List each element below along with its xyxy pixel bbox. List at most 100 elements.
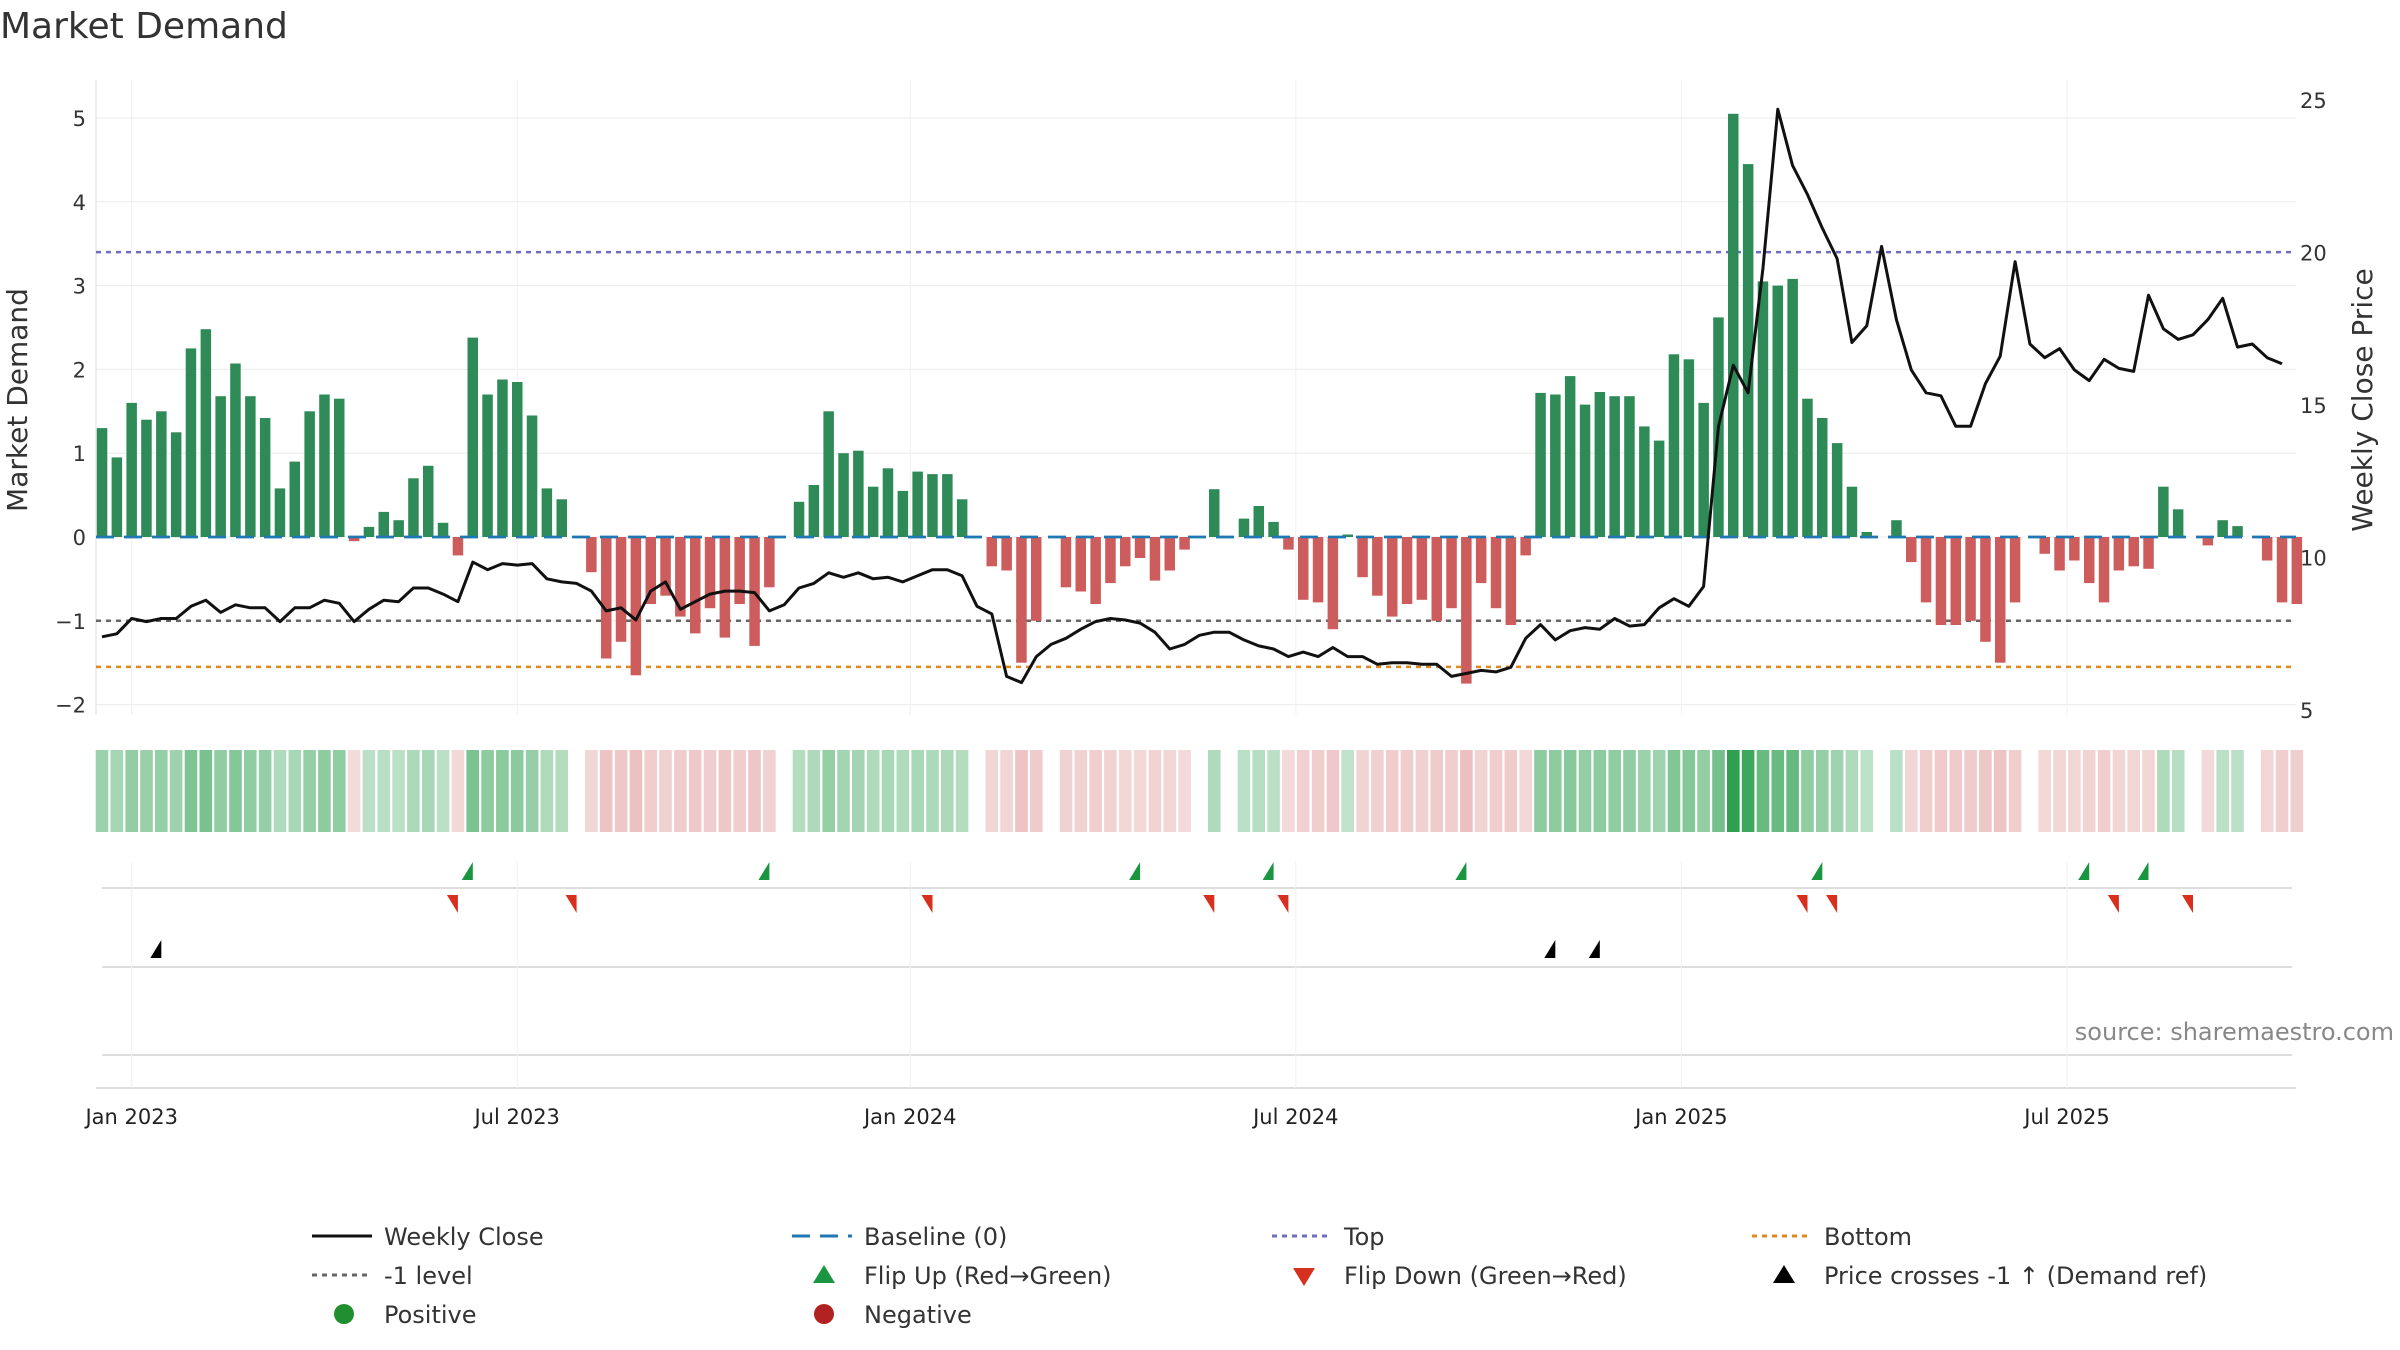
demand-bar bbox=[2232, 526, 2243, 537]
demand-bar bbox=[675, 537, 686, 617]
demand-bar bbox=[690, 537, 701, 634]
x-tick-label: Jul 2024 bbox=[1251, 1105, 1338, 1129]
demand-bar bbox=[526, 415, 538, 537]
demand-bar bbox=[1505, 537, 1517, 625]
strip-cell bbox=[1193, 750, 1206, 832]
strip-cell bbox=[1593, 750, 1607, 832]
strip-cell bbox=[2290, 750, 2304, 832]
demand-bar bbox=[1253, 506, 1264, 537]
strip-cell bbox=[2053, 750, 2066, 832]
strip-cell bbox=[2246, 750, 2259, 832]
demand-bar bbox=[808, 485, 820, 537]
strip-cell bbox=[1667, 750, 1681, 832]
strip-cell bbox=[2024, 750, 2037, 832]
strip-cell bbox=[1578, 750, 1592, 832]
strip-cell bbox=[1015, 750, 1028, 832]
strip-cell bbox=[748, 750, 761, 832]
strip-cell bbox=[585, 750, 598, 832]
left-axis-ticks: 5 4 3 2 1 0 −1 −2 bbox=[55, 107, 86, 718]
demand-bar bbox=[734, 537, 745, 604]
strip-cell bbox=[659, 750, 672, 832]
strip-cell bbox=[1682, 750, 1696, 832]
strip-cell bbox=[214, 750, 227, 832]
legend-label: -1 level bbox=[384, 1262, 473, 1290]
left-tick-label: 4 bbox=[73, 191, 86, 215]
flip-down-marker bbox=[2182, 895, 2194, 913]
demand-bar bbox=[912, 471, 923, 537]
strip-cell bbox=[1816, 750, 1829, 832]
strip-cell bbox=[555, 750, 568, 832]
demand-bar bbox=[1268, 521, 1279, 537]
x-tick-label: Jan 2023 bbox=[83, 1105, 178, 1129]
left-tick-label: 1 bbox=[73, 442, 86, 466]
demand-bar bbox=[1550, 394, 1561, 537]
demand-bar bbox=[1639, 426, 1650, 537]
strip-cell bbox=[941, 750, 954, 832]
strip-cell bbox=[1267, 750, 1280, 832]
strip-cell bbox=[718, 750, 732, 832]
strip-cell bbox=[392, 750, 405, 832]
legend-label: Top bbox=[1343, 1223, 1385, 1251]
demand-bar bbox=[2291, 537, 2303, 604]
strip-cell bbox=[362, 750, 376, 832]
demand-bar bbox=[1475, 537, 1487, 584]
demand-bar bbox=[601, 537, 612, 659]
strip-cell bbox=[1133, 750, 1147, 832]
strip-cell bbox=[110, 750, 124, 832]
demand-bar bbox=[1698, 402, 1709, 537]
strip-cell bbox=[1890, 750, 1903, 832]
demand-bar bbox=[1016, 537, 1027, 663]
demand-bar bbox=[185, 348, 197, 537]
strip-cell bbox=[2231, 750, 2244, 832]
strip-cell bbox=[1712, 750, 1725, 832]
demand-bar bbox=[556, 499, 567, 537]
strip-cell bbox=[911, 750, 924, 832]
flip-down-marker bbox=[1203, 895, 1215, 913]
demand-bar bbox=[2261, 537, 2273, 561]
strip-cell bbox=[1474, 750, 1488, 832]
right-tick-label: 10 bbox=[2300, 547, 2327, 571]
flip-up-marker bbox=[1811, 862, 1823, 880]
strip-cell bbox=[599, 750, 613, 832]
demand-bar bbox=[1164, 537, 1175, 571]
strip-cell bbox=[1030, 750, 1043, 832]
x-tick-label: Jan 2024 bbox=[862, 1105, 957, 1129]
demand-bar bbox=[1683, 359, 1695, 537]
strip-cell bbox=[1356, 750, 1369, 832]
strip-cell bbox=[1652, 750, 1666, 832]
event-markers-panel bbox=[96, 862, 2296, 1089]
strip-cell bbox=[2008, 750, 2022, 832]
demand-bar bbox=[245, 396, 256, 537]
demand-bar bbox=[1920, 537, 1932, 603]
strip-cell bbox=[1252, 750, 1265, 832]
left-tick-label: 0 bbox=[73, 526, 86, 550]
x-axis-ticks: Jan 2023 Jul 2023 Jan 2024 Jul 2024 Jan 2025… bbox=[83, 1105, 2109, 1129]
legend-label: Positive bbox=[384, 1301, 477, 1329]
x-tick-label: Jul 2025 bbox=[2022, 1105, 2109, 1129]
legend-item-positive: Positive bbox=[334, 1301, 477, 1329]
strip-cell bbox=[1771, 750, 1785, 832]
demand-bar bbox=[1357, 537, 1368, 578]
strip-cell bbox=[2157, 750, 2170, 832]
strip-cell bbox=[244, 750, 257, 832]
strip-cell bbox=[1608, 750, 1621, 832]
cross-up-marker bbox=[150, 940, 162, 958]
legend-item-flip-down: Flip Down (Green→Red) bbox=[1293, 1262, 1627, 1290]
strip-cell bbox=[1385, 750, 1399, 832]
demand-bar bbox=[1416, 537, 1428, 600]
strip-cell bbox=[466, 750, 479, 832]
demand-bar bbox=[2217, 520, 2228, 537]
demand-bar bbox=[96, 428, 108, 537]
demand-bar bbox=[378, 511, 389, 537]
strip-cell bbox=[1563, 750, 1577, 832]
flip-up-marker bbox=[1455, 862, 1467, 880]
strip-cell bbox=[1341, 750, 1354, 832]
strip-cell bbox=[1741, 750, 1755, 832]
demand-bar bbox=[1594, 392, 1606, 537]
legend-item-flip-up: Flip Up (Red→Green) bbox=[813, 1262, 1112, 1290]
strip-cell bbox=[1089, 750, 1102, 832]
strip-cell bbox=[1638, 750, 1651, 832]
flip-up-marker bbox=[1262, 862, 1274, 880]
demand-bar bbox=[1031, 537, 1042, 621]
strip-cell bbox=[2082, 750, 2096, 832]
